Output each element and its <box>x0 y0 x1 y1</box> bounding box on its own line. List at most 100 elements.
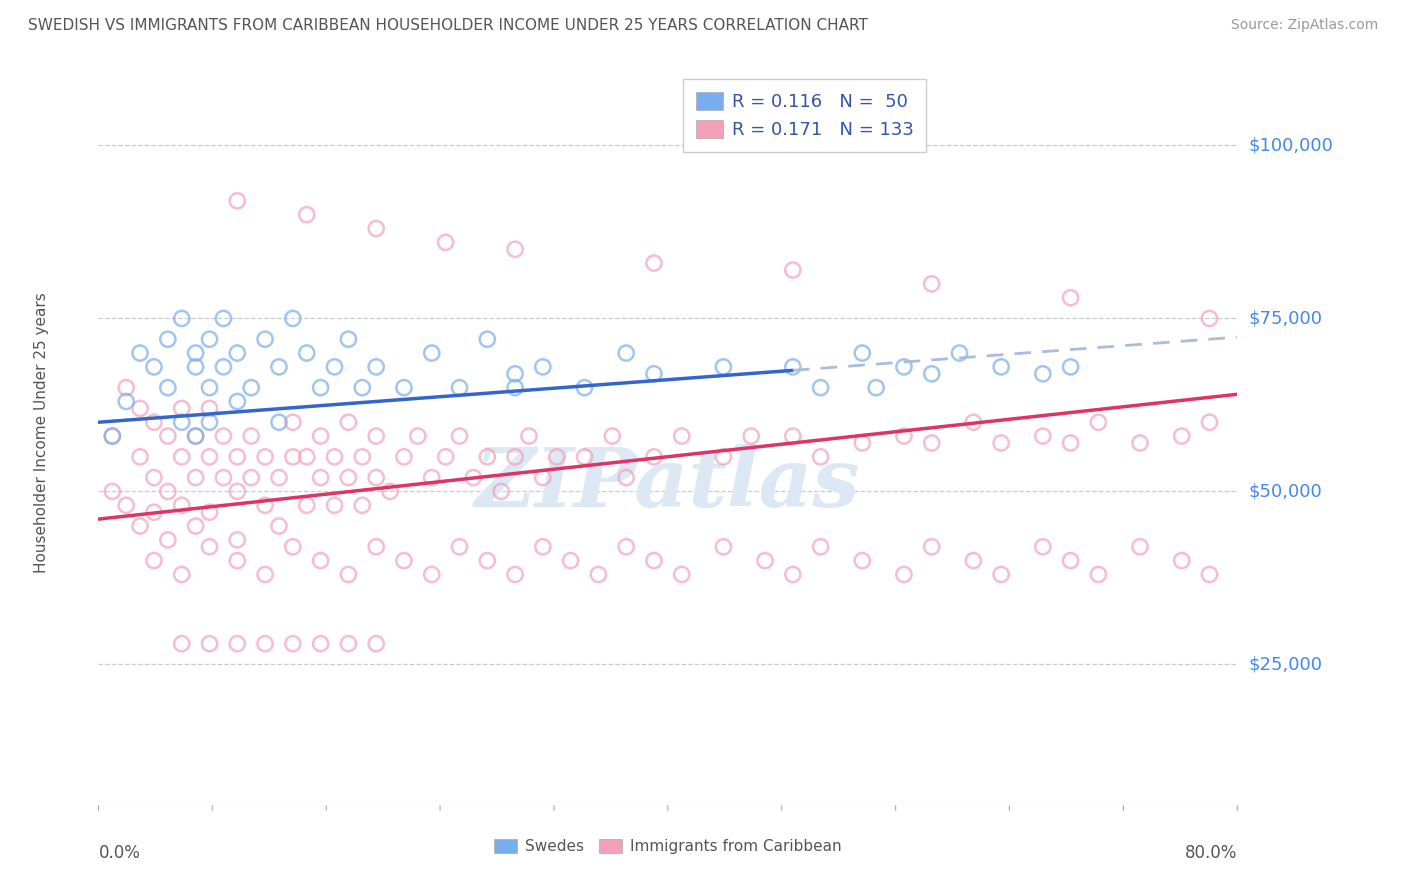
Point <box>226 194 249 208</box>
Point <box>574 450 596 464</box>
Point <box>600 429 623 443</box>
Point <box>1059 554 1081 568</box>
Point <box>115 498 138 512</box>
Point <box>337 415 360 429</box>
Point <box>198 381 221 395</box>
Point <box>281 311 304 326</box>
Point <box>1198 567 1220 582</box>
Text: $50,000: $50,000 <box>1249 483 1322 500</box>
Point <box>281 540 304 554</box>
Point <box>477 450 499 464</box>
Point <box>713 540 735 554</box>
Point <box>1198 311 1220 326</box>
Point <box>503 242 526 256</box>
Point <box>1129 436 1152 450</box>
Point <box>254 450 277 464</box>
Point <box>295 450 318 464</box>
Point <box>212 311 235 326</box>
Point <box>921 367 943 381</box>
Point <box>1059 359 1081 374</box>
Point <box>1032 367 1054 381</box>
Point <box>198 450 221 464</box>
Point <box>614 540 637 554</box>
Text: 80.0%: 80.0% <box>1185 845 1237 863</box>
Point <box>184 429 207 443</box>
Point <box>323 498 346 512</box>
Point <box>226 394 249 409</box>
Point <box>643 450 665 464</box>
Point <box>198 332 221 346</box>
Point <box>309 637 332 651</box>
Point <box>865 381 887 395</box>
Point <box>184 429 207 443</box>
Point <box>531 359 554 374</box>
Point <box>352 498 374 512</box>
Point <box>337 470 360 484</box>
Point <box>810 450 832 464</box>
Point <box>782 567 804 582</box>
Point <box>449 381 471 395</box>
Point <box>546 450 568 464</box>
Point <box>893 359 915 374</box>
Point <box>226 450 249 464</box>
Point <box>323 450 346 464</box>
Point <box>198 401 221 416</box>
Point <box>1059 436 1081 450</box>
Point <box>643 367 665 381</box>
Point <box>366 470 388 484</box>
Point <box>254 498 277 512</box>
Point <box>1198 415 1220 429</box>
Point <box>184 359 207 374</box>
Point <box>420 470 443 484</box>
Point <box>267 519 290 533</box>
Point <box>713 359 735 374</box>
Point <box>129 346 152 360</box>
Point <box>782 263 804 277</box>
Point <box>851 554 873 568</box>
Text: $25,000: $25,000 <box>1249 656 1323 673</box>
Point <box>893 567 915 582</box>
Point <box>588 567 610 582</box>
Point <box>170 567 193 582</box>
Point <box>962 554 984 568</box>
Point <box>156 429 179 443</box>
Point <box>254 332 277 346</box>
Point <box>921 540 943 554</box>
Point <box>198 505 221 519</box>
Point <box>366 359 388 374</box>
Point <box>1059 291 1081 305</box>
Point <box>143 470 166 484</box>
Point <box>754 554 776 568</box>
Point <box>254 567 277 582</box>
Point <box>170 637 193 651</box>
Point <box>281 637 304 651</box>
Legend: Swedes, Immigrants from Caribbean: Swedes, Immigrants from Caribbean <box>486 831 849 862</box>
Point <box>156 381 179 395</box>
Point <box>1032 540 1054 554</box>
Point <box>267 470 290 484</box>
Point <box>129 519 152 533</box>
Point <box>1170 554 1192 568</box>
Point <box>990 567 1012 582</box>
Point <box>309 429 332 443</box>
Point <box>614 346 637 360</box>
Point <box>143 359 166 374</box>
Point <box>337 637 360 651</box>
Point <box>449 429 471 443</box>
Point <box>170 311 193 326</box>
Point <box>740 429 762 443</box>
Point <box>267 415 290 429</box>
Point <box>671 429 693 443</box>
Point <box>240 381 263 395</box>
Point <box>392 554 415 568</box>
Point <box>156 533 179 547</box>
Point <box>643 256 665 270</box>
Point <box>156 332 179 346</box>
Point <box>170 450 193 464</box>
Text: Householder Income Under 25 years: Householder Income Under 25 years <box>34 293 49 573</box>
Point <box>990 436 1012 450</box>
Point <box>420 346 443 360</box>
Point <box>115 394 138 409</box>
Point <box>226 554 249 568</box>
Point <box>392 450 415 464</box>
